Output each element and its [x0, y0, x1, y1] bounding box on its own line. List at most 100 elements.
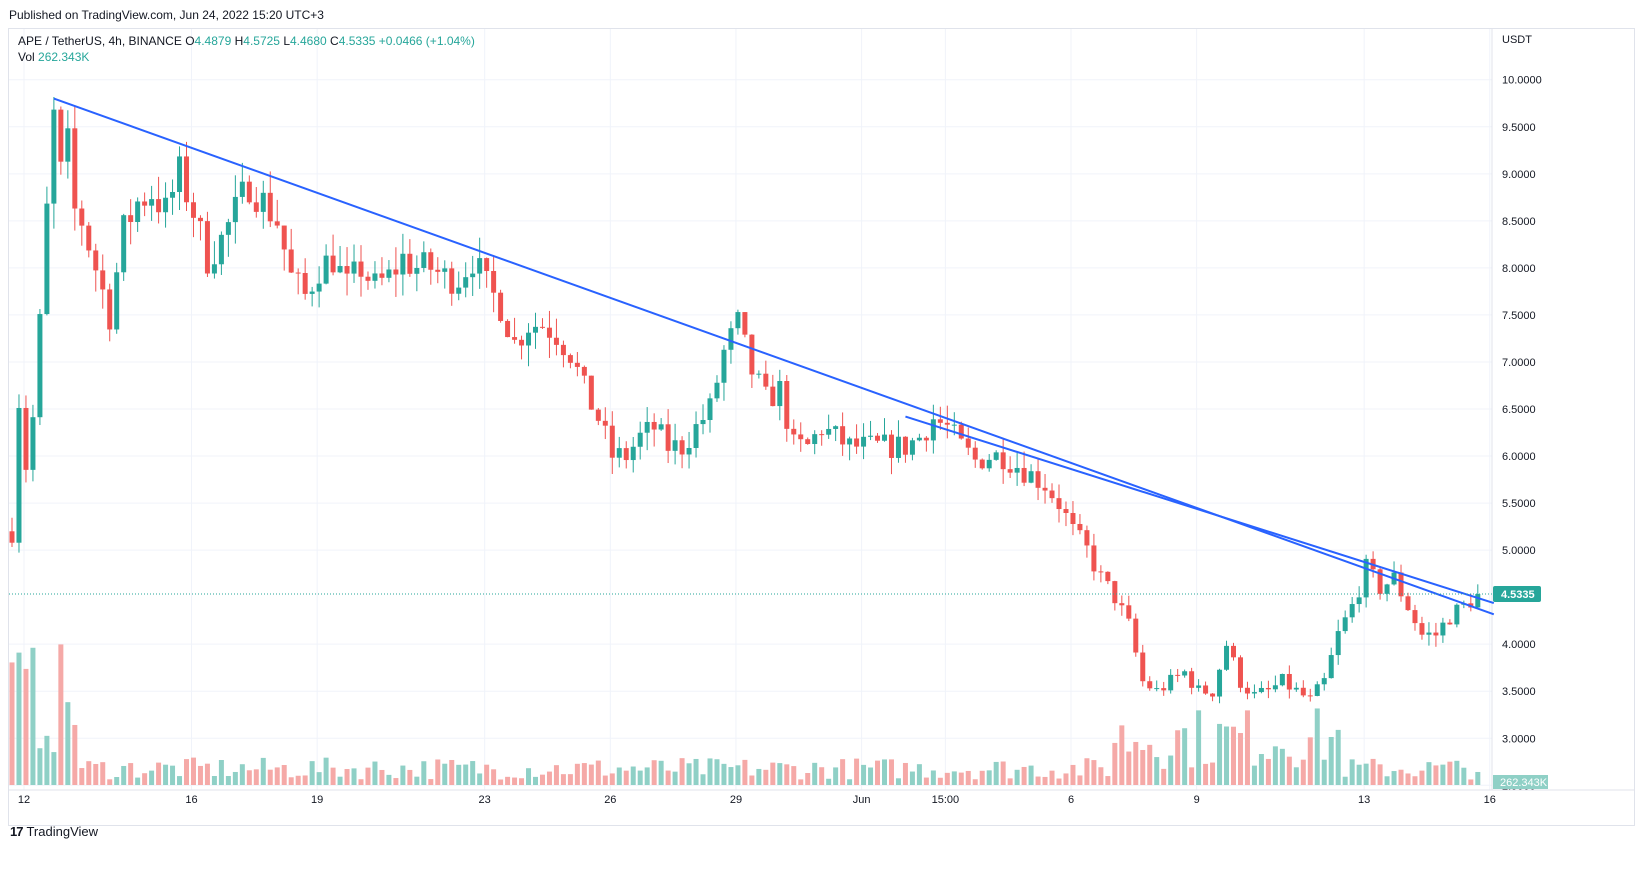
candle-body — [1112, 581, 1118, 604]
volume-bar — [288, 777, 294, 785]
candle-body — [888, 434, 894, 458]
y-tick-label: 4.0000 — [1502, 639, 1536, 651]
volume-bar — [1182, 728, 1188, 785]
volume-bar — [1461, 767, 1467, 785]
candle-body — [560, 344, 566, 356]
candle-body — [128, 215, 134, 222]
x-tick-label: 9 — [1194, 794, 1200, 806]
volume-bar — [337, 776, 343, 785]
volume-bar — [1335, 729, 1341, 785]
candle-body — [323, 255, 329, 284]
candle-body — [1433, 632, 1439, 636]
candle-body — [177, 156, 183, 193]
candle-body — [491, 270, 497, 293]
volume-bar — [847, 779, 853, 785]
candle-body — [1265, 687, 1271, 690]
volume-bar — [1258, 754, 1264, 785]
candle-body — [714, 382, 720, 399]
candle-body — [916, 437, 922, 441]
candle-body — [937, 419, 943, 423]
volume-bar — [623, 770, 629, 785]
volume-bar — [386, 774, 392, 785]
candle-body — [1203, 685, 1209, 694]
volume-bar — [686, 763, 692, 785]
volume-bar — [1349, 759, 1355, 785]
volume-bar — [1000, 761, 1006, 785]
candle-body — [23, 407, 29, 470]
volume-bar — [1098, 767, 1104, 785]
candle-body — [1363, 558, 1369, 598]
candle-body — [295, 272, 301, 274]
volume-bar — [1419, 770, 1425, 785]
volume-bar — [1475, 771, 1481, 785]
candle-body — [1161, 688, 1167, 691]
trendline[interactable] — [53, 97, 1495, 616]
volume-bar — [1377, 764, 1383, 785]
volume-bar — [1272, 746, 1278, 785]
y-tick-label: 3.0000 — [1502, 733, 1536, 745]
volume-bar — [868, 767, 874, 785]
candle-body — [1028, 471, 1034, 483]
volume-bar — [163, 764, 169, 785]
volume-bar — [1203, 763, 1209, 785]
footer-brand[interactable]: 17 TradingView — [10, 822, 98, 840]
volume-bar — [770, 762, 776, 785]
y-tick-label: 5.0000 — [1502, 545, 1536, 557]
candle-body — [1091, 545, 1097, 572]
volume-bar — [72, 724, 78, 785]
volume-bar — [365, 767, 371, 785]
volume-bar — [756, 768, 762, 785]
volume-bar — [630, 766, 636, 785]
volume-bar — [505, 776, 511, 785]
volume-bar — [9, 662, 15, 785]
candle-body — [1119, 603, 1125, 606]
candle-body — [965, 438, 971, 448]
volume-bar — [902, 762, 908, 785]
candle-body — [923, 437, 929, 441]
volume-bar — [658, 760, 664, 785]
volume-bar — [1140, 749, 1146, 785]
volume-bar — [142, 773, 148, 785]
volume-bar — [1070, 764, 1076, 785]
candle-body — [121, 215, 127, 273]
candle-body — [958, 424, 964, 439]
volume-bar — [965, 770, 971, 785]
volume-bar — [128, 763, 134, 785]
legend-volume: 262.343K — [38, 50, 90, 64]
candle-body — [805, 439, 811, 445]
candle-body — [1084, 530, 1090, 546]
candle-body — [58, 109, 64, 162]
volume-bar — [1224, 726, 1230, 785]
x-tick-label: 6 — [1068, 794, 1074, 806]
legend-low-label: L — [283, 34, 290, 48]
trendline[interactable] — [905, 415, 1495, 604]
volume-bar — [316, 772, 322, 785]
candle-body — [351, 261, 357, 274]
volume-bar — [330, 767, 336, 785]
volume-bar — [735, 765, 741, 785]
x-tick-label: 16 — [1484, 794, 1496, 806]
legend: APE / TetherUS, 4h, BINANCE O4.4879 H4.5… — [18, 33, 475, 65]
candle-body — [519, 339, 525, 346]
x-tick-label: 12 — [18, 794, 30, 806]
volume-bar — [546, 771, 552, 785]
candle-body — [1000, 452, 1006, 470]
y-tick-label: 7.5000 — [1502, 310, 1536, 322]
volume-bar — [805, 773, 811, 785]
volume-bar — [30, 647, 36, 785]
candle-body — [1412, 610, 1418, 624]
chart-frame[interactable] — [8, 28, 1635, 826]
candle-body — [749, 334, 755, 375]
candle-body — [190, 202, 196, 218]
candle-body — [344, 266, 350, 274]
volume-bar — [204, 763, 210, 785]
candle-body — [470, 273, 476, 278]
volume-bar — [1321, 759, 1327, 785]
volume-bar — [156, 762, 162, 785]
candle-body — [316, 283, 322, 292]
candle-body — [16, 407, 22, 543]
volume-bar — [651, 760, 657, 785]
volume-bar — [833, 767, 839, 785]
candle-body — [1021, 467, 1027, 483]
